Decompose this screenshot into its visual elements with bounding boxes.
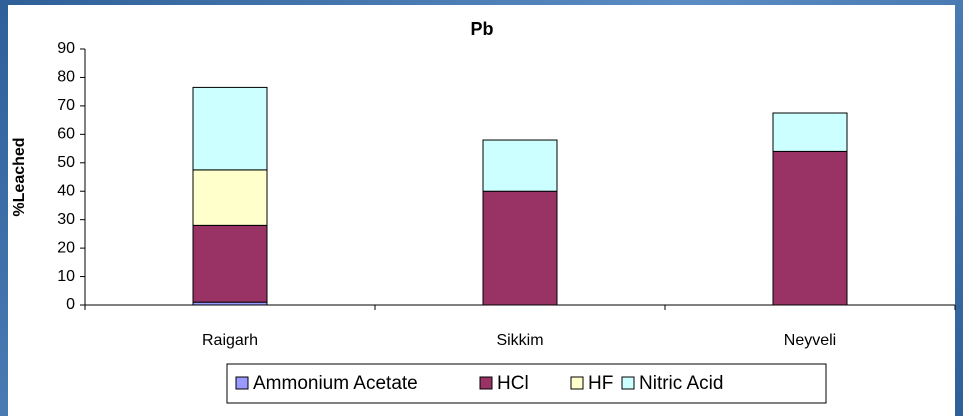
legend-swatch (570, 376, 584, 390)
x-tick-label: Raigarh (202, 332, 258, 349)
bar-segment (482, 190, 558, 306)
bar-segment (192, 169, 268, 226)
bar-segment (482, 139, 558, 192)
x-tick-label: Neyveli (784, 332, 836, 349)
legend-label: HCl (497, 373, 529, 394)
y-tick-label: 30 (57, 211, 75, 228)
chart-title: Pb (470, 19, 493, 39)
y-tick-label: 70 (57, 97, 75, 114)
y-tick-label: 60 (57, 126, 75, 143)
legend-swatch (621, 376, 635, 390)
y-tick-label: 20 (57, 239, 75, 256)
legend (226, 363, 827, 404)
y-tick-label: 0 (66, 296, 75, 313)
legend-label: Ammonium Acetate (253, 373, 418, 394)
legend-swatch (479, 376, 493, 390)
legend-label: HF (588, 373, 613, 394)
bar-segment (192, 86, 268, 171)
legend-label: Nitric Acid (639, 373, 723, 394)
y-tick-label: 40 (57, 182, 75, 199)
y-axis-label: %Leached (11, 137, 28, 216)
bar-segment (192, 224, 268, 303)
legend-swatch (235, 376, 249, 390)
y-tick-label: 80 (57, 69, 75, 86)
y-tick-label: 10 (57, 268, 75, 285)
bar-segment (772, 150, 848, 306)
y-tick-label: 50 (57, 154, 75, 171)
bar-segment (772, 112, 848, 152)
y-tick-label: 90 (57, 40, 75, 57)
x-tick-label: Sikkim (496, 332, 543, 349)
